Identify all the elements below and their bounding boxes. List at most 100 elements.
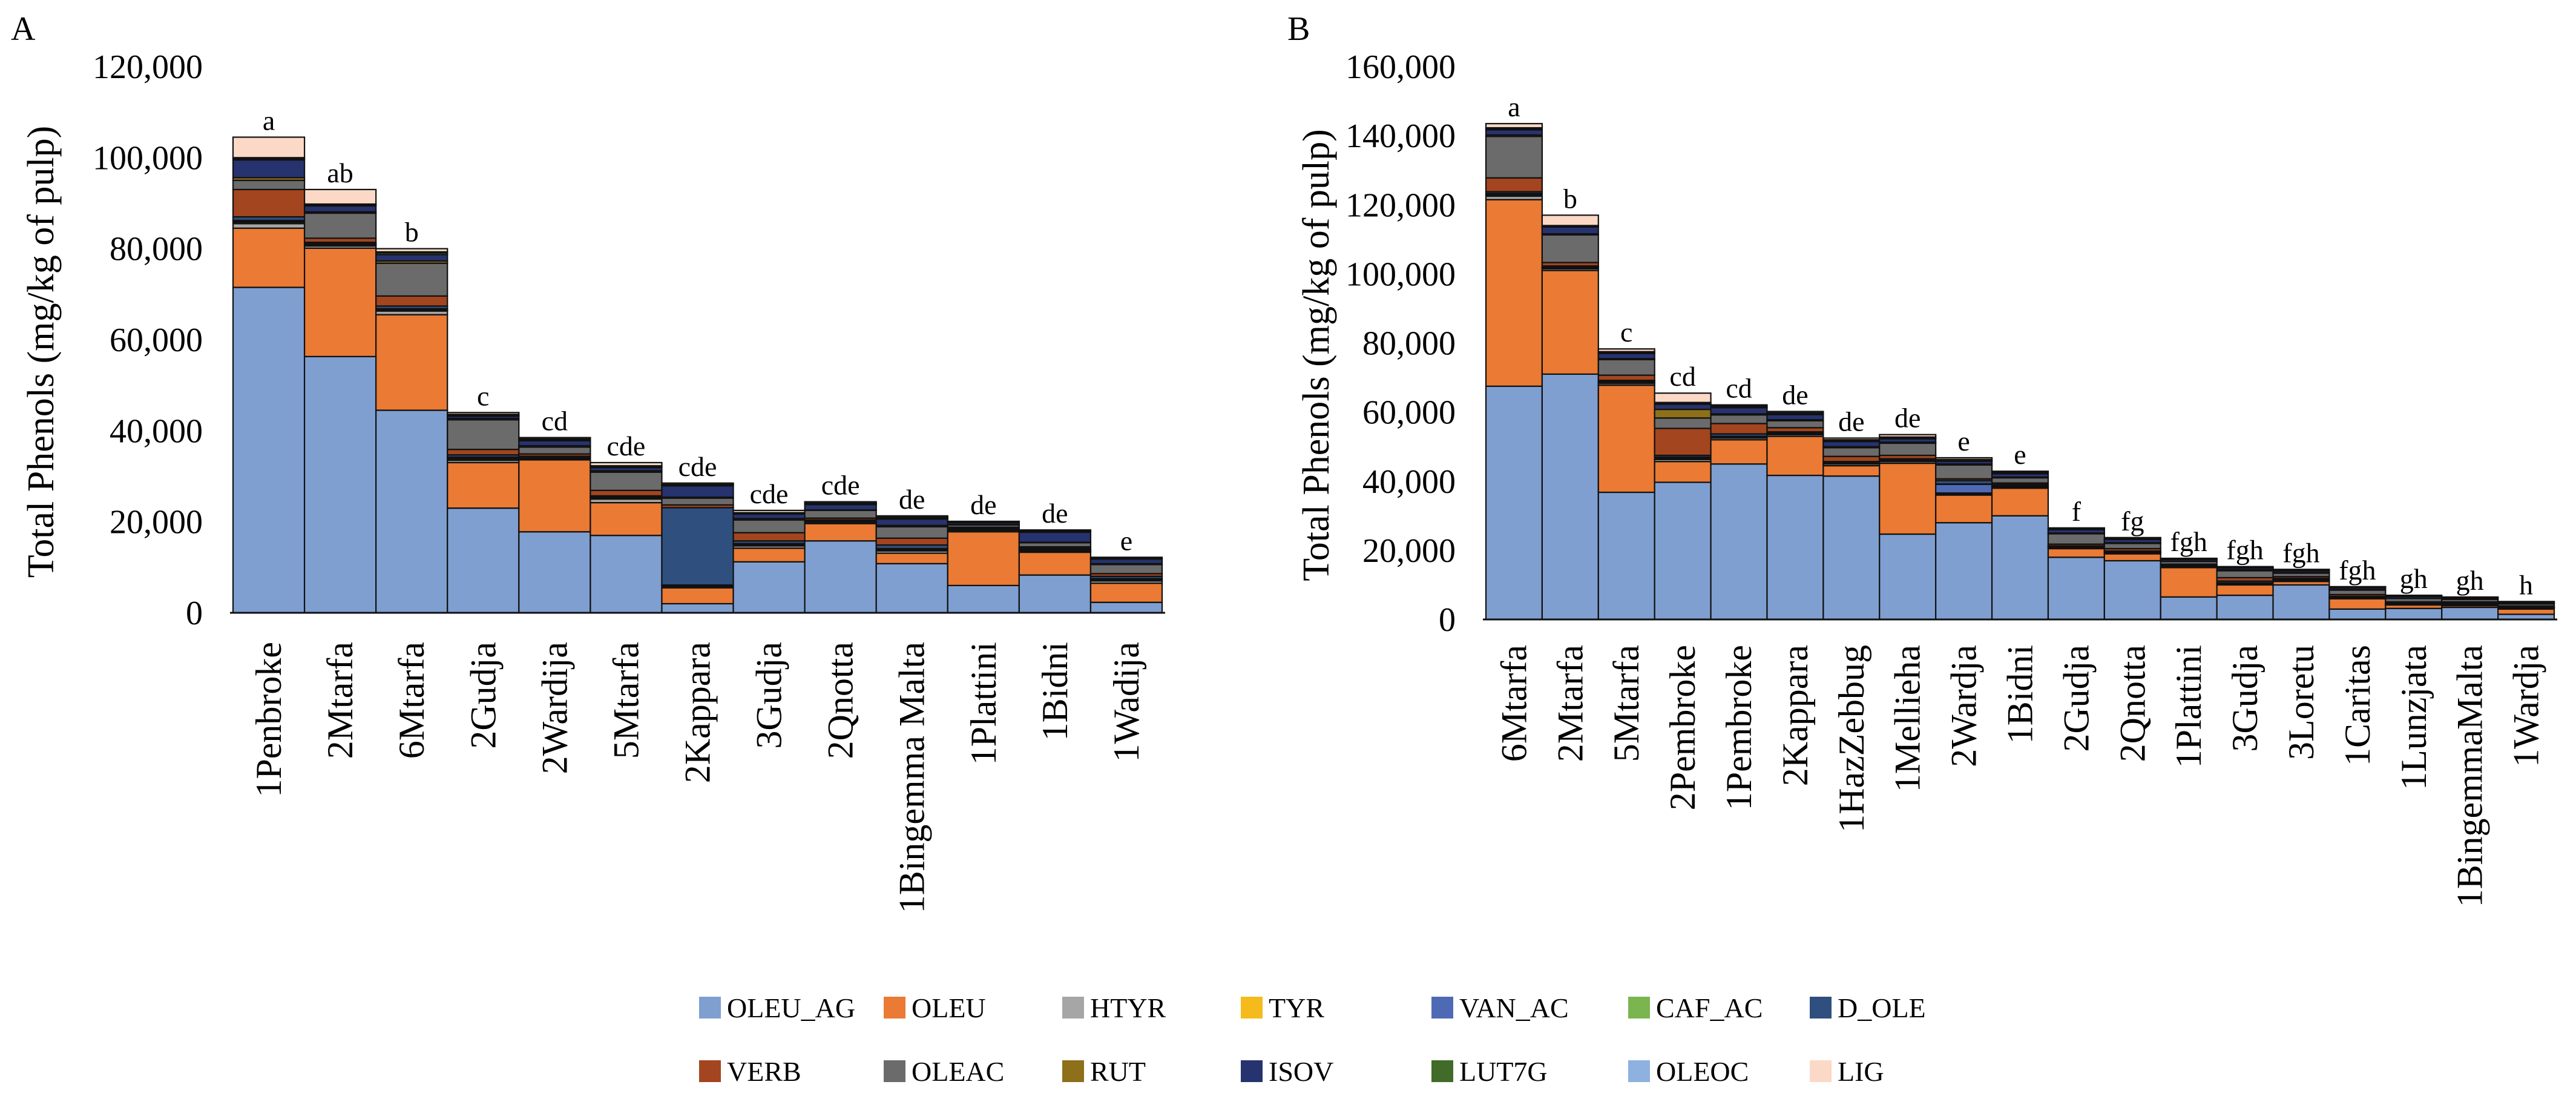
legend-swatch-verb [699, 1060, 721, 1082]
panel-a-category-label-2mtarfa: 2Mtarfa [320, 642, 360, 759]
panel-a-y-tick-label: 20,000 [110, 504, 203, 541]
panel-a-bar-2wardija-isov [518, 440, 591, 447]
panel-a-category-label-1wadija: 1Wadija [1106, 642, 1146, 762]
panel-b-bar-6mtarfa-oleac [1485, 136, 1543, 179]
panel-b-bar-1wardja-oleu [2497, 608, 2555, 615]
panel-a-letter: A [11, 10, 36, 48]
panel-a-bar-3gudja-oleu [732, 547, 806, 563]
panel-b-bar-6mtarfa-oleu [1485, 199, 1543, 387]
panel-b-bar-2pembroke-verb [1654, 428, 1712, 457]
panel-a-category-label-2kappara: 2Kappara [678, 642, 718, 783]
panel-b-bar-1plattini-oleu [2160, 567, 2218, 598]
panel-b-category-label-1wardja: 1Wardja [2506, 645, 2546, 767]
panel-a-bar-2qnotta-oleu-ag [804, 540, 877, 614]
panel-b-bar-1bidni-oleac [1991, 477, 2049, 484]
legend-swatch-oleac [884, 1060, 905, 1082]
panel-a-bar-2mtarfa-lig [303, 188, 377, 205]
legend-label-rut: RUT [1090, 1056, 1146, 1087]
panel-a-bar-2gudja-oleac [447, 419, 520, 451]
panel-a-significance-letter-5mtarfa: cde [607, 431, 646, 461]
panel-a-y-tick-label: 40,000 [110, 412, 203, 450]
panel-a-bar-1bidni-oleu-ag [1018, 574, 1092, 614]
panel-b-significance-letter-6mtarfa: a [1508, 91, 1520, 122]
panel-b-category-label-1bidni: 1Bidni [2000, 645, 2040, 744]
panel-b-bar-1mellieha-oleac [1879, 442, 1937, 457]
legend-swatch-htyr [1062, 997, 1084, 1019]
panel-b-bar-3gudja-oleu [2216, 584, 2274, 596]
panel-b-bar-1bidni-lig [1991, 471, 2049, 474]
panel-b-bar-1plattini-lig [2160, 557, 2218, 560]
panel-b-bar-1pembroke-oleac [1710, 414, 1768, 424]
panel-b-category-label-1bingemmamalta: 1BingemmaMalta [2450, 645, 2490, 907]
panel-b-bar-1hazzebbug-isov [1822, 441, 1881, 447]
panel-b-significance-letter-2pembroke: cd [1669, 361, 1695, 392]
panel-b-bar-1lunzjata-lig [2385, 594, 2443, 596]
panel-b-bar-3gudja-oleac [2216, 570, 2274, 579]
panel-a-bar-2mtarfa-oleu-ag [303, 355, 377, 614]
panel-a-category-label-5mtarfa: 5Mtarfa [606, 642, 646, 759]
panel-a-bar-2kappara-oleu-ag [661, 603, 734, 614]
legend-label-van-ac: VAN_AC [1459, 992, 1569, 1023]
panel-b-category-label-2pembroke: 2Pembroke [1663, 645, 1703, 810]
panel-a-bar-1bingemma-malta-oleu [875, 552, 948, 564]
panel-a-bar-6mtarfa-verb [375, 295, 448, 307]
panel-b-significance-letter-2gudja: f [2072, 496, 2082, 527]
panel-a-category-label-1penbroke: 1Penbroke [249, 642, 289, 797]
panel-b-bar-2gudja-lig [2047, 527, 2105, 530]
panel-b-bar-1mellieha-oleu-ag [1879, 533, 1937, 621]
panel-a-bar-1bingemma-malta-isov [875, 518, 948, 526]
panel-a-significance-letter-3gudja: cde [750, 478, 789, 509]
panel-a-bar-1penbroke-oleac [232, 179, 306, 191]
panel-a-bar-1penbroke-htyr [232, 223, 306, 229]
panel-b-bar-5mtarfa-oleac [1597, 358, 1655, 376]
panel-a-bar-1wadija-oleu [1089, 583, 1163, 603]
legend-label-isov: ISOV [1269, 1056, 1333, 1087]
panel-b-significance-letter-1mellieha: de [1894, 403, 1920, 434]
panel-a-bar-2kappara-oleac [661, 497, 734, 506]
legend-label-tyr: TYR [1269, 992, 1324, 1023]
panel-a-y-tick-label: 100,000 [93, 139, 203, 177]
panel-a-bar-2mtarfa-isov [303, 205, 377, 213]
panel-a-significance-letter-1plattini: de [970, 489, 996, 520]
panel-a-bar-2gudja-verb [447, 449, 520, 456]
panel-b-bar-3loretu-lig [2272, 569, 2330, 571]
legend-swatch-van-ac [1431, 997, 1453, 1019]
legend-label-oleu: OLEU [912, 992, 986, 1023]
panel-b-y-axis-title: Total Phenols (mg/kg of pulp) [1296, 129, 1337, 581]
panel-b-category-label-1hazzebbug: 1HazZebbug [1832, 645, 1871, 833]
panel-b-bar-1hazzebbug-verb [1822, 455, 1881, 463]
panel-a-bar-5mtarfa-oleu-ag [590, 535, 663, 614]
panel-b-bar-2pembroke-oleu-ag [1654, 481, 1712, 621]
panel-a-bar-2gudja-oleu [447, 461, 520, 509]
panel-b-bar-6mtarfa-verb [1485, 177, 1543, 193]
panel-a-significance-letter-1wadija: e [1120, 525, 1132, 556]
panel-a-bar-1bingemma-malta-lig [875, 515, 948, 518]
panel-b-bar-2gudja-oleu-ag [2047, 556, 2105, 621]
panel-a-y-tick-label: 60,000 [110, 322, 203, 359]
panel-a-category-label-2gudja: 2Gudja [463, 642, 503, 749]
panel-a-significance-letter-2mtarfa: ab [327, 157, 353, 188]
panel-a-bar-5mtarfa-oleu [590, 501, 663, 537]
panel-b-category-label-1caritas: 1Caritas [2338, 645, 2377, 766]
panel-a-category-label-2wardija: 2Wardija [534, 642, 574, 774]
legend: OLEU_AG OLEU HTYR TYR VAN_AC CAF_AC D_OLE VERB O… [699, 992, 1926, 1087]
panel-b-bar-1wardja-lig [2497, 601, 2555, 603]
panel-a-bar-2mtarfa-oleac [303, 212, 377, 239]
panel-a-bar-6mtarfa-lig [375, 248, 448, 253]
panel-a-bar-1plattini-oleu [947, 531, 1020, 586]
panel-b-bar-2mtarfa-oleu [1541, 269, 1599, 375]
panel-a-bar-1bidni-lig [1018, 529, 1092, 532]
panel-a-bar-6mtarfa-isov [375, 254, 448, 262]
panel-b-category-label-1plattini: 1Plattini [2169, 645, 2209, 768]
panel-b-bar-2qnotta-oleac [2103, 543, 2161, 550]
panel-b-bar-2kappara-lig [1766, 411, 1824, 414]
panel-a-bar-2qnotta-oleu [804, 523, 877, 542]
legend-label-d-ole: D_OLE [1838, 992, 1926, 1023]
panel-b-bar-1plattini-oleu-ag [2160, 596, 2218, 621]
panel-b-bar-2kappara-oleu [1766, 435, 1824, 477]
panel-b-bar-5mtarfa-lig [1597, 348, 1655, 352]
panel-b-bar-1pembroke-verb [1710, 423, 1768, 435]
panel-b-significance-letter-1bidni: e [2014, 439, 2026, 470]
legend-swatch-isov [1241, 1060, 1263, 1082]
panel-a-bar-6mtarfa-oleu [375, 314, 448, 411]
